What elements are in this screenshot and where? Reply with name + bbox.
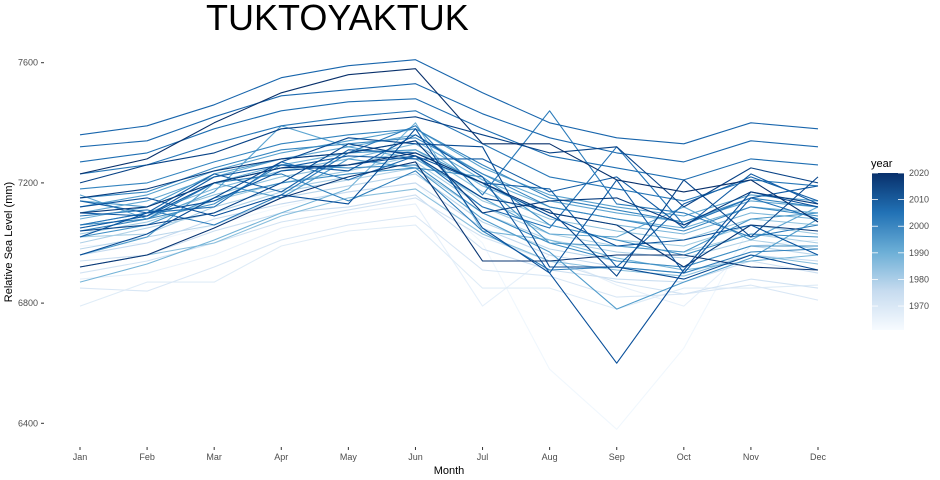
chart-title: TUKTOYAKTUK	[206, 0, 469, 38]
x-tick-label: May	[340, 452, 358, 462]
series-lines	[80, 60, 818, 430]
x-tick-label: Jan	[73, 452, 88, 462]
y-tick-label: 6400	[18, 418, 38, 428]
y-axis-label: Relative Sea Level (mm)	[3, 182, 15, 302]
series-line-1970	[80, 216, 818, 300]
x-tick-label: Nov	[743, 452, 760, 462]
x-tick-label: Aug	[542, 452, 558, 462]
legend-tick-label: 1970	[909, 301, 929, 311]
x-axis-label: Month	[434, 465, 465, 477]
series-line-2007	[80, 84, 818, 162]
x-tick-label: Jun	[408, 452, 423, 462]
legend-tick-label: 2000	[909, 221, 929, 231]
legend-title: year	[871, 158, 893, 170]
x-tick-label: Dec	[810, 452, 827, 462]
x-tick-label: Jul	[477, 452, 489, 462]
color-legend: year 1970 1980 1990 2000 2010 2020	[871, 158, 929, 330]
x-tick-label: Apr	[274, 452, 288, 462]
x-tick-label: Sep	[609, 452, 625, 462]
x-axis: Jan Feb Mar Apr May Jun Jul Aug Sep Oct Nov Dec	[73, 447, 827, 462]
y-axis: 6400 6800 7200 7600	[18, 58, 44, 429]
legend-tick-label: 2020	[909, 168, 929, 178]
x-tick-label: Oct	[677, 452, 692, 462]
y-tick-label: 7200	[18, 178, 38, 188]
series-line-2008	[80, 60, 818, 144]
y-tick-label: 6800	[18, 298, 38, 308]
legend-tick-label: 2010	[909, 195, 929, 205]
x-tick-label: Feb	[139, 452, 155, 462]
x-tick-label: Mar	[206, 452, 222, 462]
y-tick-label: 7600	[18, 58, 38, 68]
legend-tick-label: 1990	[909, 248, 929, 258]
legend-tick-label: 1980	[909, 274, 929, 284]
